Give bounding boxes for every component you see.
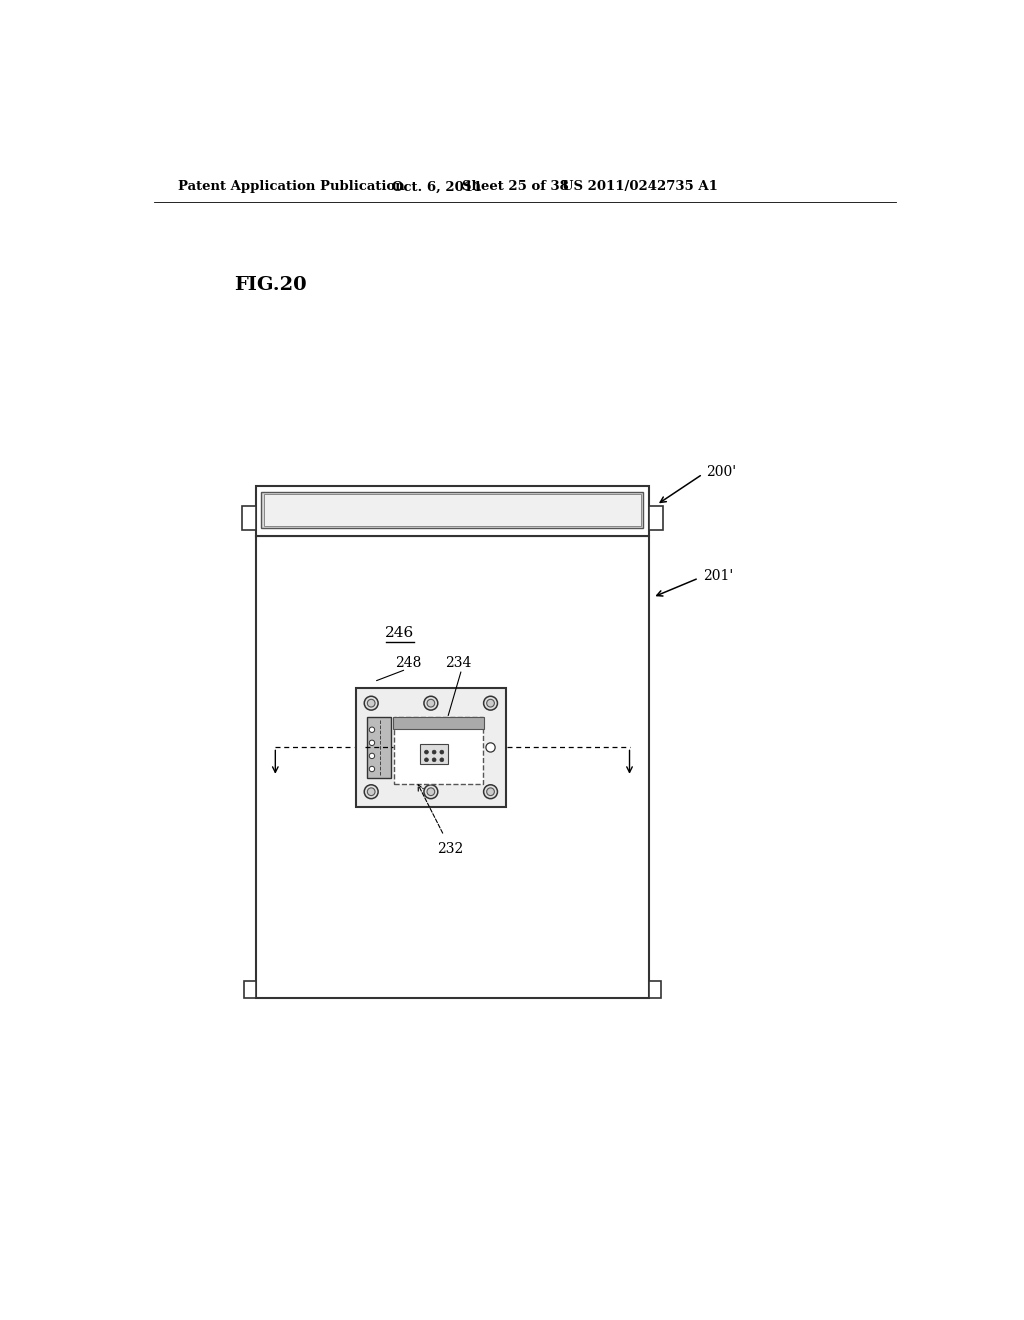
Circle shape	[432, 758, 436, 762]
Bar	[649, 507, 663, 529]
Text: Sheet 25 of 38: Sheet 25 of 38	[462, 181, 568, 194]
Text: 234: 234	[444, 656, 471, 671]
Circle shape	[425, 750, 428, 754]
Bar	[256, 536, 649, 998]
Circle shape	[432, 750, 436, 755]
Circle shape	[483, 785, 498, 799]
Text: 201': 201'	[702, 569, 733, 582]
Text: 248: 248	[394, 656, 421, 671]
Circle shape	[370, 727, 375, 733]
Bar	[261, 492, 643, 528]
Bar	[355, 688, 506, 807]
Circle shape	[440, 758, 443, 762]
Text: 232: 232	[437, 842, 463, 857]
Circle shape	[439, 750, 444, 755]
Circle shape	[432, 750, 436, 754]
Text: US 2011/0242735 A1: US 2011/0242735 A1	[562, 181, 718, 194]
Bar	[393, 717, 484, 729]
Bar	[649, 981, 662, 998]
Bar	[394, 717, 483, 784]
Circle shape	[427, 700, 435, 708]
Circle shape	[365, 696, 378, 710]
Circle shape	[424, 696, 438, 710]
Bar	[243, 507, 256, 529]
Text: Patent Application Publication: Patent Application Publication	[178, 181, 406, 194]
Circle shape	[424, 758, 429, 762]
Circle shape	[483, 696, 498, 710]
Bar	[367, 717, 391, 779]
Circle shape	[368, 788, 375, 796]
Text: FIG.20: FIG.20	[234, 276, 307, 294]
Circle shape	[370, 741, 375, 746]
Circle shape	[439, 758, 444, 762]
Circle shape	[486, 788, 495, 796]
Text: 246: 246	[385, 626, 415, 640]
Bar	[256, 486, 649, 536]
Circle shape	[440, 750, 443, 754]
Circle shape	[486, 743, 496, 752]
Circle shape	[427, 788, 435, 796]
Text: Oct. 6, 2011: Oct. 6, 2011	[392, 181, 482, 194]
Text: 200': 200'	[707, 465, 736, 479]
Circle shape	[486, 700, 495, 708]
Circle shape	[425, 758, 428, 762]
Circle shape	[368, 700, 375, 708]
Circle shape	[432, 758, 436, 762]
Circle shape	[424, 750, 429, 755]
Circle shape	[424, 785, 438, 799]
Circle shape	[370, 754, 375, 759]
Bar	[264, 494, 641, 525]
Circle shape	[365, 785, 378, 799]
Bar	[420, 743, 447, 764]
Bar	[244, 981, 256, 998]
Circle shape	[370, 767, 375, 772]
